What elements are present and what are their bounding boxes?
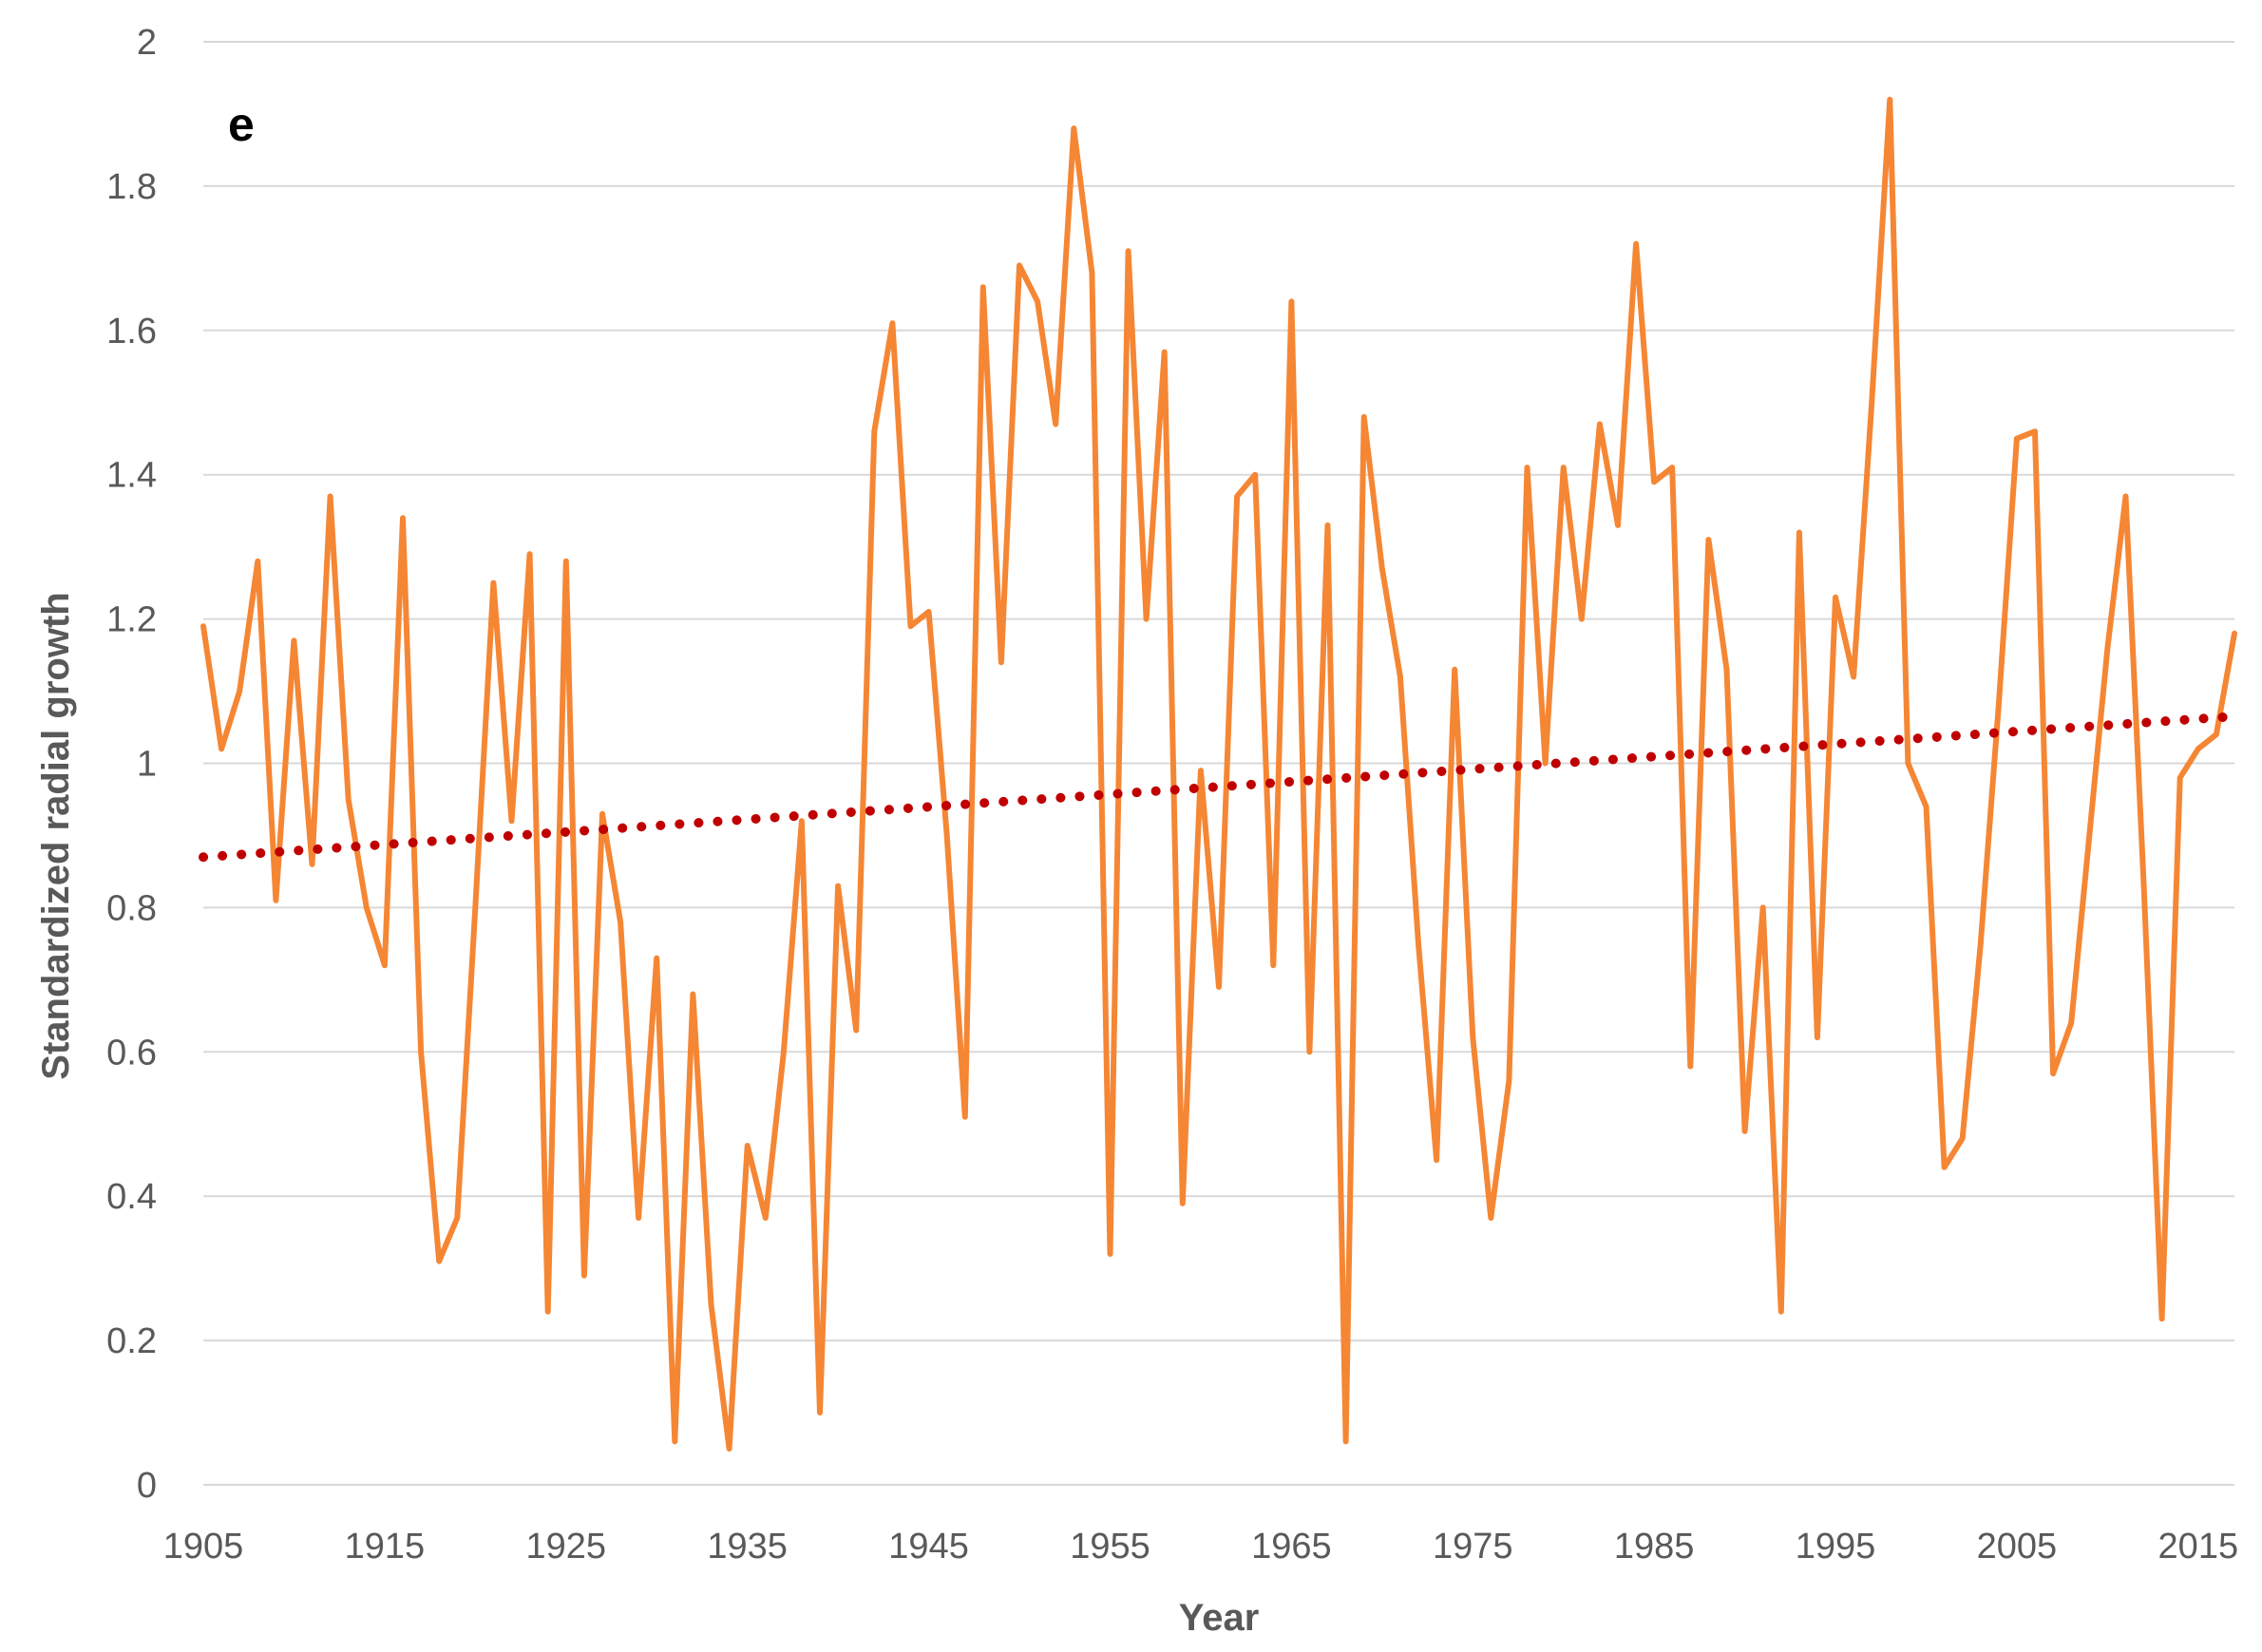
- x-tick-label: 1945: [888, 1527, 969, 1567]
- y-tick-label: 2: [137, 23, 157, 63]
- y-tick-label: 1: [137, 745, 157, 785]
- x-tick-label: 1925: [526, 1527, 607, 1567]
- x-tick-label: 1975: [1433, 1527, 1513, 1567]
- x-tick-label: 1915: [345, 1527, 426, 1567]
- gridlines: [203, 41, 2234, 1486]
- y-tick-label: 0.6: [106, 1033, 157, 1073]
- y-tick-label: 0: [137, 1466, 157, 1506]
- x-axis-title: Year: [1179, 1597, 1260, 1639]
- x-tick-label: 1985: [1614, 1527, 1695, 1567]
- y-tick-label: 0.4: [106, 1177, 157, 1217]
- trend-line: [199, 712, 2239, 863]
- y-axis-ticks: 0 0.2 0.4 0.6 0.8 1 1.2 1.4 1.6 1.8 2: [106, 23, 157, 1506]
- trend-layer: [199, 712, 2239, 863]
- y-tick-label: 1.6: [106, 312, 157, 351]
- y-tick-label: 1.4: [106, 456, 157, 496]
- x-axis-ticks: 1905 1915 1925 1935 1945 1955 1965 1975 1985 1995…: [163, 1527, 2238, 1567]
- y-axis-title: Standardized radial growth: [35, 592, 77, 1079]
- y-tick-label: 1.8: [106, 167, 157, 207]
- y-tick-label: 1.2: [106, 600, 157, 640]
- x-tick-label: 2015: [2158, 1527, 2239, 1567]
- series-line-radial-growth: [200, 96, 2237, 1452]
- x-tick-label: 1995: [1796, 1527, 1876, 1567]
- x-tick-label: 1965: [1251, 1527, 1332, 1567]
- x-tick-label: 1905: [163, 1527, 244, 1567]
- x-tick-label: 2005: [1977, 1527, 2058, 1567]
- y-tick-label: 0.2: [106, 1321, 157, 1361]
- x-tick-label: 1955: [1070, 1527, 1150, 1567]
- panel-label: e: [228, 98, 255, 151]
- x-tick-label: 1935: [707, 1527, 788, 1567]
- y-tick-label: 0.8: [106, 888, 157, 928]
- series-layer: [200, 96, 2237, 1452]
